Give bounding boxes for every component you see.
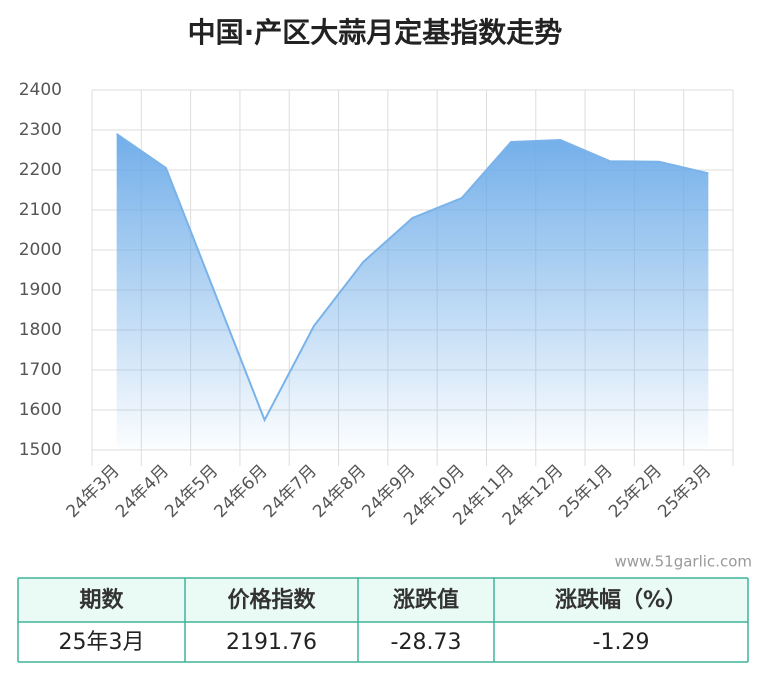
y-tick-label: 1900 bbox=[19, 280, 62, 300]
x-tick-label: 24年5月 bbox=[161, 461, 222, 522]
x-tick-label: 25年1月 bbox=[556, 461, 617, 522]
y-tick-label: 2400 bbox=[19, 80, 62, 100]
x-tick-label: 24年7月 bbox=[260, 461, 321, 522]
y-tick-label: 1600 bbox=[19, 400, 62, 420]
x-tick-label: 24年8月 bbox=[309, 461, 370, 522]
line bbox=[116, 133, 709, 423]
y-tick-label: 1500 bbox=[19, 440, 62, 460]
watermark: www.51garlic.com bbox=[614, 553, 752, 571]
table-header: 涨跌幅（%） bbox=[555, 588, 687, 613]
table-cell: 25年3月 bbox=[59, 630, 145, 655]
table-header: 期数 bbox=[79, 587, 124, 613]
y-tick-label: 1800 bbox=[19, 320, 62, 340]
table-header: 涨跌值 bbox=[393, 587, 459, 613]
table-cell: 2191.76 bbox=[226, 630, 317, 655]
area bbox=[116, 134, 709, 450]
y-tick-label: 1700 bbox=[19, 360, 62, 380]
y-tick-label: 2300 bbox=[19, 120, 62, 140]
x-tick-label: 25年2月 bbox=[605, 461, 666, 522]
x-tick-label: 24年6月 bbox=[211, 461, 272, 522]
table-header-bg bbox=[18, 578, 748, 622]
chart-title: 中国·产区大蒜月定基指数走势 bbox=[188, 16, 563, 49]
y-tick-label: 2100 bbox=[19, 200, 62, 220]
table-header: 价格指数 bbox=[227, 587, 316, 613]
x-tick-label: 25年3月 bbox=[654, 461, 715, 522]
table-cell: -1.29 bbox=[593, 630, 650, 655]
table-cell: -28.73 bbox=[391, 630, 462, 655]
data-table: 期数 价格指数 涨跌值 涨跌幅（%） 25年3月 2191.76 -28.73 -1.29 bbox=[17, 577, 749, 663]
y-tick-label: 2000 bbox=[19, 240, 62, 260]
y-tick-label: 2200 bbox=[19, 160, 62, 180]
x-tick-label: 24年4月 bbox=[112, 461, 173, 522]
x-tick-label: 24年3月 bbox=[63, 461, 124, 522]
